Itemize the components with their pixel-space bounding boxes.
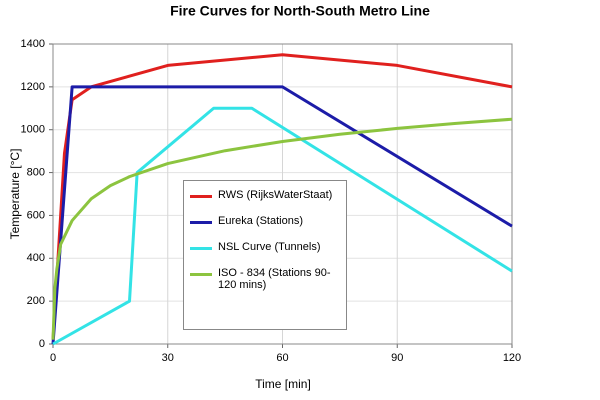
line-series	[51, 53, 513, 340]
legend: RWS (RijksWaterStaat) Eureka (Stations) NS…	[183, 180, 347, 330]
y-tick-label: 200	[27, 295, 45, 307]
x-tick-label: 0	[50, 352, 56, 364]
legend-label: NSL Curve (Tunnels)	[218, 241, 321, 253]
x-tick-label: 60	[276, 352, 288, 364]
y-tick-label: 0	[39, 338, 45, 350]
y-axis-label: Temperature [°C]	[8, 149, 22, 240]
legend-entry: RWS (RijksWaterStaat)	[190, 189, 340, 201]
chart-title: Fire Curves for North-South Metro Line	[170, 3, 430, 19]
line-series	[52, 106, 513, 346]
legend-entry: ISO - 834 (Stations 90-120 mins)	[190, 267, 340, 291]
legend-swatch	[190, 273, 212, 276]
y-tick-label: 600	[27, 209, 45, 221]
legend-label: ISO - 834 (Stations 90-120 mins)	[218, 267, 331, 291]
legend-swatch	[190, 247, 212, 250]
legend-label: Eureka (Stations)	[218, 215, 303, 227]
plot-frame	[52, 43, 513, 345]
legend-swatch	[190, 221, 212, 224]
line-series	[51, 117, 513, 340]
legend-entry: NSL Curve (Tunnels)	[190, 241, 340, 253]
legend-label: RWS (RijksWaterStaat)	[218, 189, 333, 201]
y-tick-label: 800	[27, 166, 45, 178]
y-tick-label: 400	[27, 252, 45, 264]
y-tick-label: 1200	[21, 81, 45, 93]
x-tick-label: 30	[162, 352, 174, 364]
x-axis-label: Time [min]	[255, 377, 311, 391]
line-series	[51, 85, 513, 345]
legend-swatch	[190, 195, 212, 198]
legend-entry: Eureka (Stations)	[190, 215, 340, 227]
x-tick-label: 120	[503, 352, 521, 364]
y-tick-label: 1000	[21, 124, 45, 136]
y-tick-label: 1400	[21, 38, 45, 50]
x-tick-label: 90	[391, 352, 403, 364]
